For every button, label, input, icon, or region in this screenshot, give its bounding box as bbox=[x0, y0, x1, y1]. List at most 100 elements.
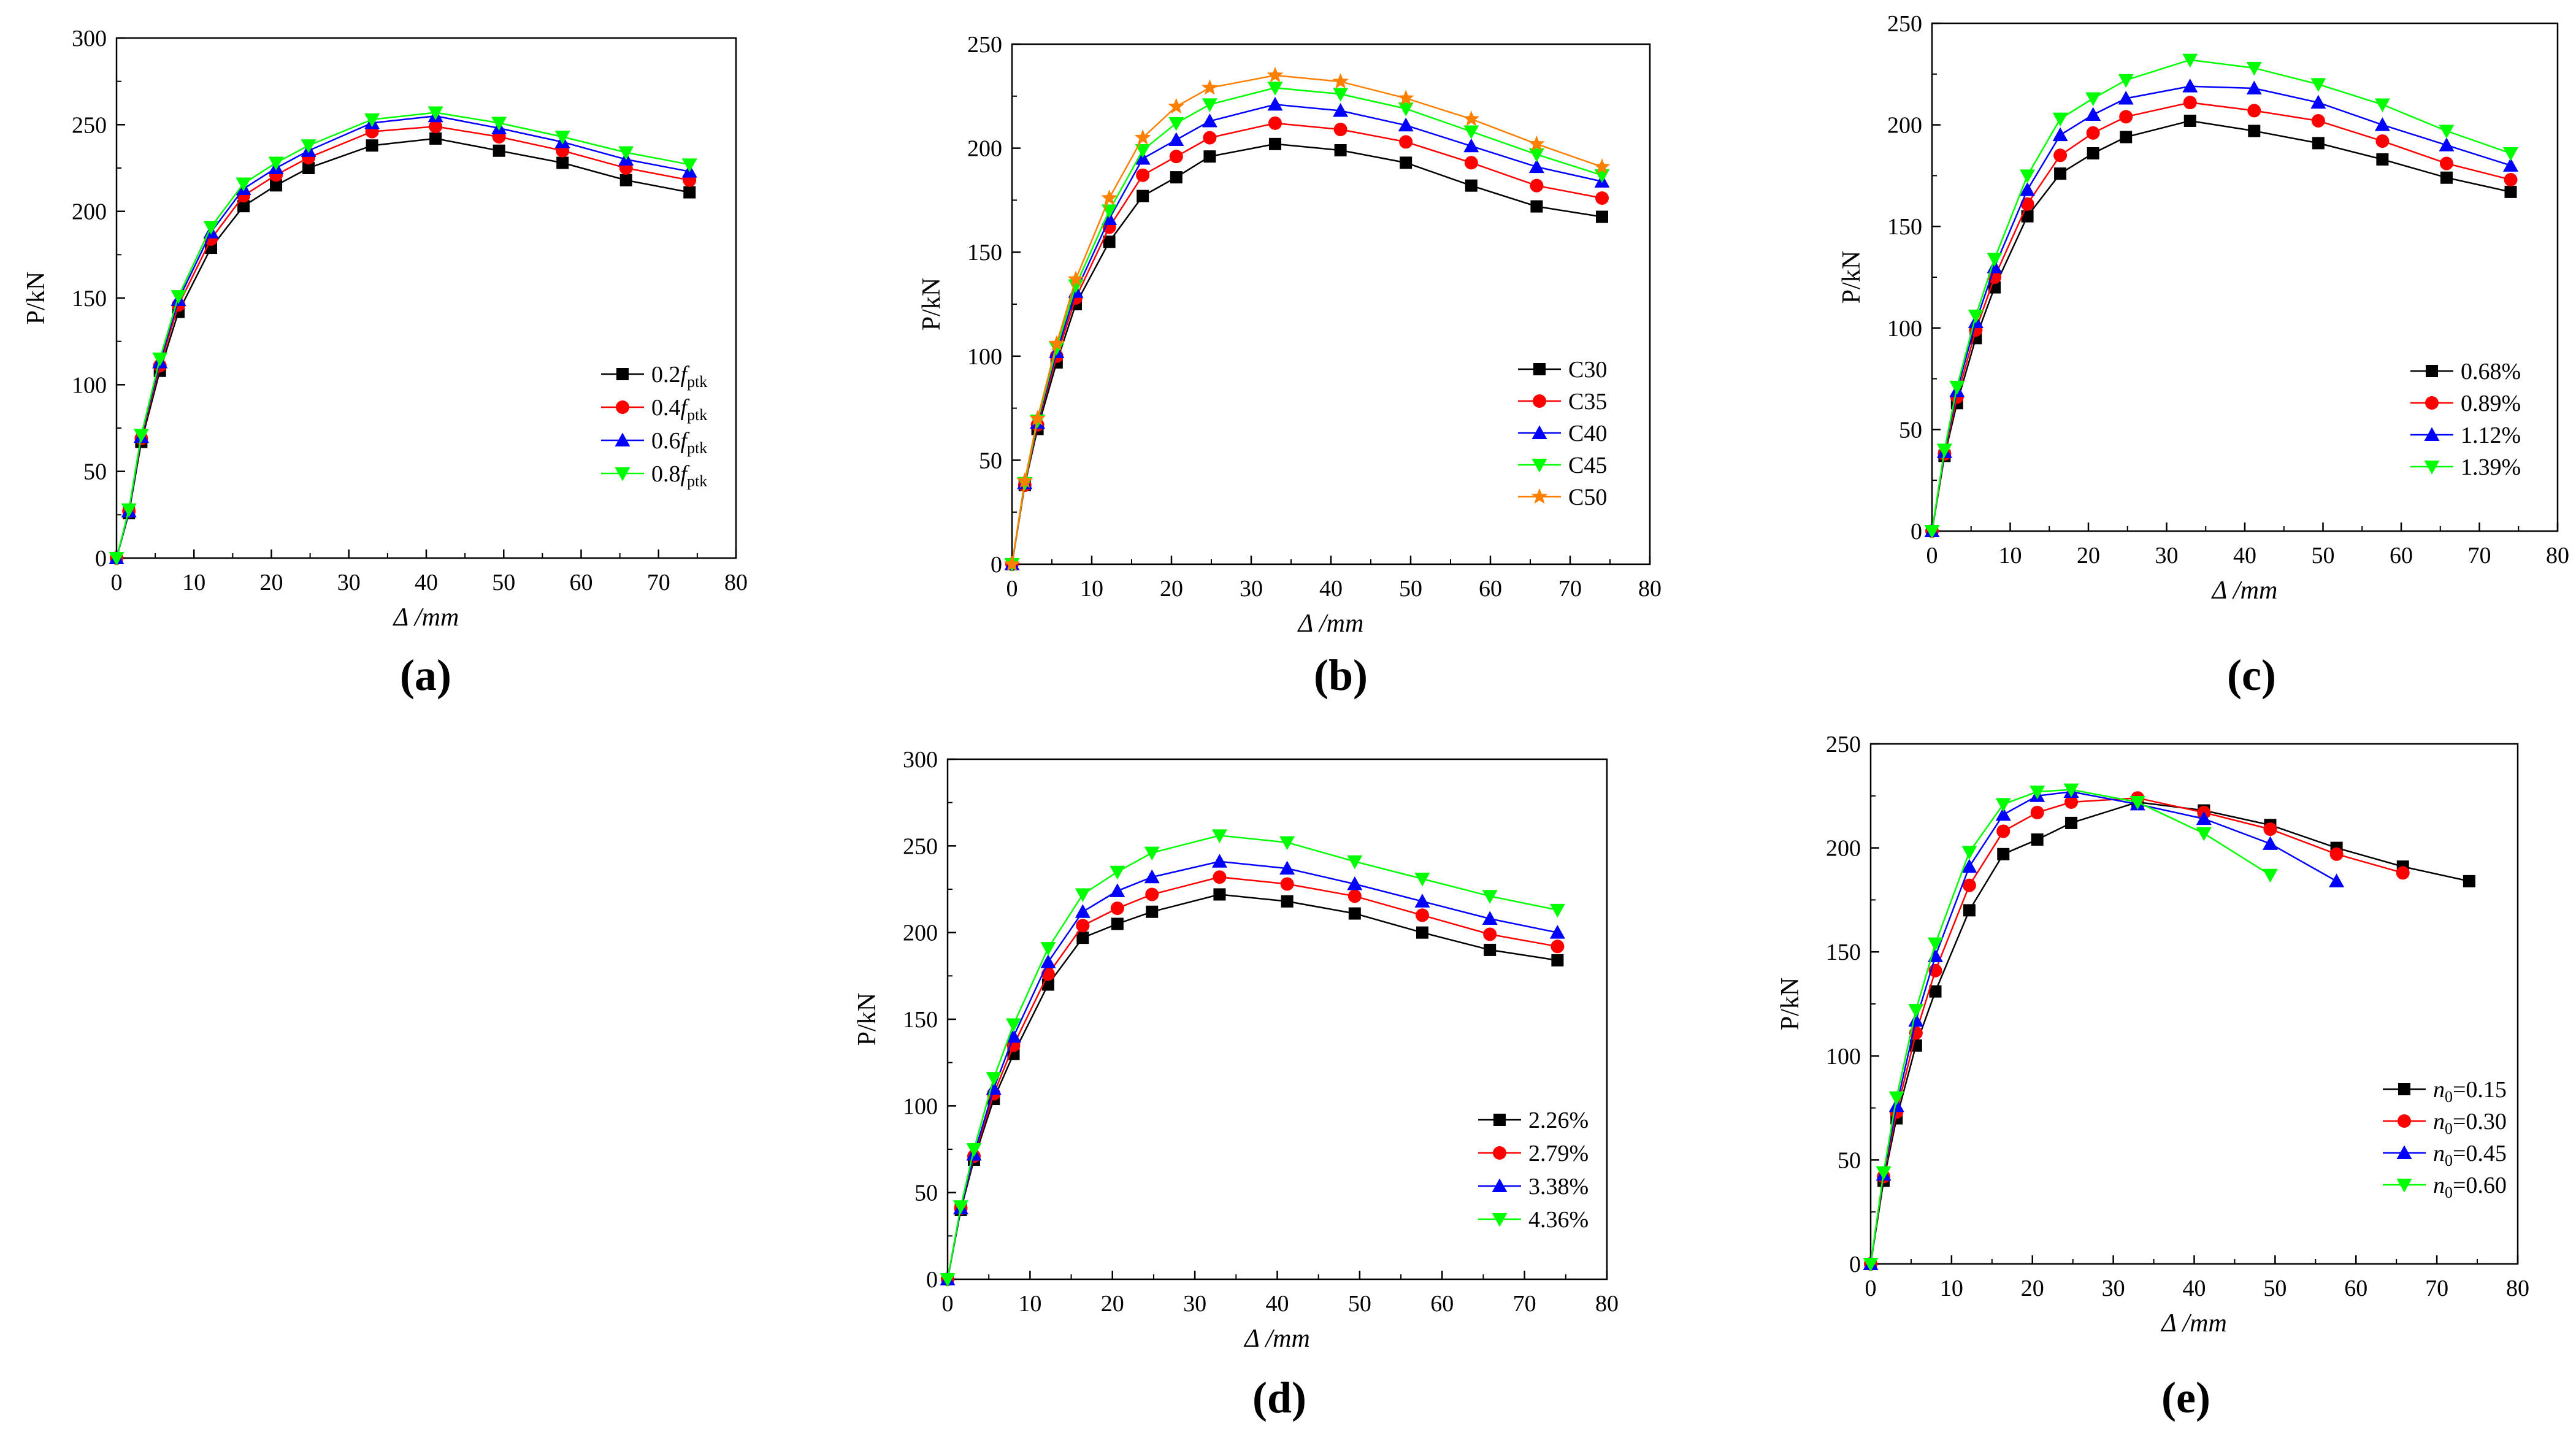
data-point bbox=[1332, 73, 1349, 89]
chart-panel-c: 0 10 20 30 40 50 60 70 80 0 50 100 150 200 250 Δ /mm P/k… bbox=[1736, 6, 2569, 632]
data-point bbox=[1016, 472, 1033, 488]
x-axis-label: Δ /mm bbox=[2160, 1309, 2227, 1338]
data-point bbox=[966, 1143, 982, 1157]
data-point bbox=[1280, 877, 1294, 891]
data-point bbox=[2030, 805, 2044, 819]
data-point bbox=[133, 429, 149, 443]
chart-b-svg: 0 10 20 30 40 50 60 70 80 0 50 100 150 200 250 Δ /mm P/k… bbox=[918, 32, 1662, 638]
data-point bbox=[109, 552, 125, 566]
x-tick-label: 80 bbox=[1595, 1291, 1619, 1317]
plot-frame bbox=[115, 37, 737, 559]
data-point bbox=[427, 106, 443, 121]
data-point bbox=[1333, 123, 1347, 137]
data-point bbox=[1595, 191, 1609, 205]
data-point bbox=[2504, 173, 2518, 187]
data-point bbox=[1281, 895, 1294, 908]
legend: 2.26% 2.79% 3.38% 4.36% bbox=[1478, 1108, 1589, 1233]
data-point bbox=[1416, 908, 1429, 922]
data-point bbox=[2118, 74, 2134, 88]
x-tick-label: 10 bbox=[1080, 576, 1103, 602]
data-point bbox=[203, 221, 219, 235]
y-tick-label: 150 bbox=[1887, 214, 1922, 240]
legend-label: 0.68% bbox=[2461, 359, 2521, 385]
data-point bbox=[1908, 1012, 1924, 1027]
legend-italic: n bbox=[2433, 1173, 2445, 1198]
data-point bbox=[986, 1072, 1002, 1086]
x-tick-label: 50 bbox=[2312, 543, 2335, 568]
x-tick-label: 60 bbox=[1430, 1291, 1454, 1317]
x-tick-label: 0 bbox=[111, 570, 123, 595]
legend-marker bbox=[616, 400, 629, 414]
data-point bbox=[1075, 888, 1091, 902]
y-axis-label: P/kN bbox=[918, 278, 946, 331]
caption-a: (a) bbox=[400, 651, 451, 700]
data-point bbox=[2248, 124, 2261, 137]
chart-d-svg: 0 10 20 30 40 50 60 70 80 0 50 100 150 200 250 300 Δ /mm… bbox=[853, 747, 1619, 1353]
data-point bbox=[2263, 822, 2277, 836]
x-tick-label: 40 bbox=[1319, 576, 1343, 602]
x-axis: 0 10 20 30 40 50 60 70 80 bbox=[111, 549, 748, 595]
legend-marker bbox=[1492, 1178, 1508, 1192]
data-point bbox=[1398, 102, 1414, 117]
data-point bbox=[1110, 883, 1125, 897]
data-point bbox=[1333, 103, 1349, 117]
data-point bbox=[2053, 148, 2068, 163]
data-point bbox=[2246, 80, 2262, 94]
data-point bbox=[554, 131, 570, 145]
data-point bbox=[1929, 985, 1942, 998]
x-tick-label: 30 bbox=[1183, 1291, 1206, 1317]
data-point bbox=[1414, 894, 1430, 908]
x-tick-label: 40 bbox=[415, 570, 438, 595]
legend-text: =0.60 bbox=[2453, 1173, 2507, 1198]
data-point bbox=[1040, 942, 1056, 956]
x-tick-label: 0 bbox=[1926, 543, 1938, 568]
data-point bbox=[2312, 137, 2325, 150]
x-tick-label: 70 bbox=[2468, 543, 2491, 568]
legend-italic: n bbox=[2433, 1109, 2445, 1135]
x-tick-label: 50 bbox=[1399, 576, 1422, 602]
y-axis: 0 50 100 150 200 250 300 bbox=[72, 26, 125, 572]
x-tick-label: 30 bbox=[2155, 543, 2179, 568]
data-point bbox=[2182, 78, 2198, 93]
series-2 bbox=[110, 120, 697, 565]
x-tick-label: 40 bbox=[2183, 1276, 2206, 1301]
data-point bbox=[1465, 179, 1478, 192]
data-point bbox=[1347, 876, 1363, 890]
x-tick-label: 0 bbox=[942, 1291, 954, 1317]
chart-panel-e: 0 10 20 30 40 50 60 70 80 0 50 100 150 200 250 Δ /mm P/k… bbox=[1773, 732, 2570, 1361]
legend-marker bbox=[616, 368, 629, 380]
data-point bbox=[2503, 158, 2518, 172]
data-point bbox=[1168, 98, 1185, 114]
data-point bbox=[1049, 342, 1065, 356]
series-line bbox=[946, 860, 1558, 1280]
data-point bbox=[2086, 126, 2100, 140]
legend: 0.68% 0.89% 1.12% 1.39% bbox=[2410, 359, 2521, 480]
legend-label: 0.89% bbox=[2461, 391, 2521, 416]
y-tick-label: 150 bbox=[72, 286, 107, 312]
series-3 bbox=[109, 108, 697, 564]
data-point bbox=[1528, 135, 1545, 151]
data-point bbox=[1279, 860, 1295, 875]
data-point bbox=[2440, 171, 2453, 184]
series-4 bbox=[109, 106, 697, 566]
legend-label: 2.79% bbox=[1528, 1141, 1589, 1166]
series-line bbox=[1011, 104, 1603, 565]
legend-text: 0.4 bbox=[651, 395, 681, 421]
data-point bbox=[1593, 158, 1611, 174]
x-tick-label: 50 bbox=[1348, 1291, 1371, 1317]
series-line bbox=[1931, 85, 2511, 532]
data-point bbox=[1202, 113, 1217, 128]
data-point bbox=[1137, 189, 1149, 202]
y-tick-label: 50 bbox=[914, 1181, 938, 1206]
data-point bbox=[2021, 210, 2034, 223]
data-point bbox=[2439, 156, 2453, 170]
data-point bbox=[1936, 443, 1952, 458]
series-line bbox=[115, 115, 690, 559]
series-line bbox=[1931, 120, 2511, 532]
data-point bbox=[2329, 873, 2345, 887]
data-point bbox=[2463, 875, 2475, 887]
data-point bbox=[2374, 98, 2390, 112]
data-point bbox=[556, 156, 569, 169]
series-line bbox=[946, 894, 1558, 1280]
